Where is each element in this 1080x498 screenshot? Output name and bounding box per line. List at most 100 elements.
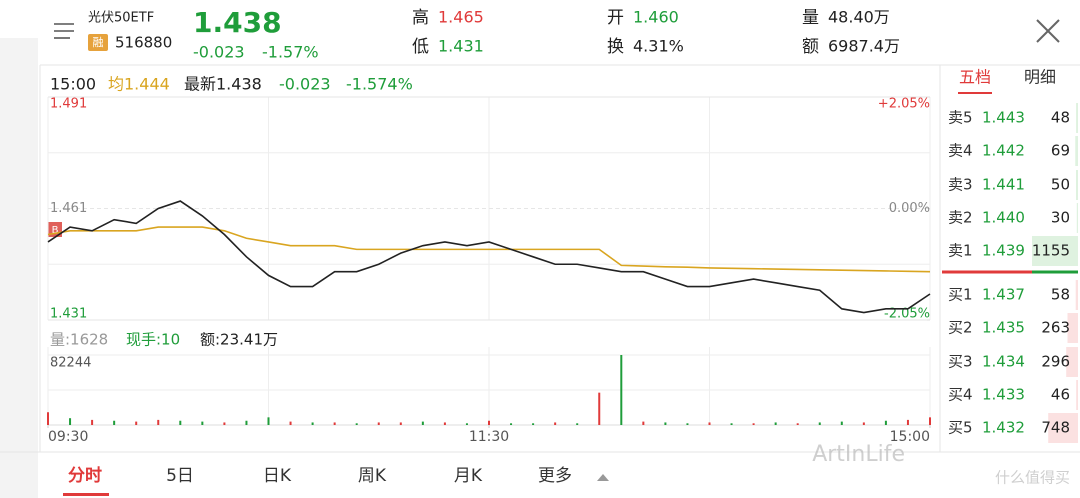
book-price: 1.443 [982,109,1025,127]
book-volume: 30 [1051,209,1070,227]
book-label: 卖4 [948,142,973,160]
hand-info: 现手:10 [126,331,180,349]
volume-bar [818,422,821,425]
book-volume: 1155 [1032,242,1070,260]
volume-bar [906,419,909,425]
y-tick-label: 1.461 [50,201,87,216]
stat-value: 4.31% [633,37,684,56]
stat-value: 1.465 [438,8,484,27]
volume-bar [443,422,446,425]
tag: 融 [93,36,104,49]
stat-label: 低 [412,37,429,57]
book-volume-bar [1076,380,1078,410]
volume-bar [752,423,755,425]
stock-name: 光伏50ETF [88,11,154,26]
volume-bar [686,423,689,425]
stat-label: 量 [802,8,819,28]
book-label: 买1 [948,286,973,304]
book-volume: 46 [1051,386,1070,404]
book-volume-bar [1032,236,1078,266]
book-price: 1.442 [982,142,1025,160]
y2-tick-label: +2.05% [878,97,930,112]
volume-bar [421,421,424,425]
volume-bar [774,422,777,425]
book-volume: 69 [1051,142,1070,160]
stat-label: 开 [607,8,624,28]
tab-underline [63,493,109,496]
book-price: 1.440 [982,209,1025,227]
volume-bar [620,355,623,425]
volume-bar [311,422,314,425]
tab[interactable]: 分时 [68,466,102,486]
book-volume-bar [1076,203,1078,233]
volume-bar [201,421,204,425]
book-price: 1.433 [982,386,1025,404]
book-volume: 48 [1051,109,1070,127]
volume-bar [465,423,468,425]
book-label: 卖5 [948,109,973,127]
menu-icon[interactable] [54,23,74,39]
book-label: 卖2 [948,209,973,227]
volume-bar [135,421,138,425]
volume-bar [245,420,248,425]
tab[interactable]: 周K [358,466,387,486]
stat-label: 额 [802,37,819,57]
book-tab[interactable]: 明细 [1024,68,1056,87]
book-tab-underline [958,92,992,94]
book-volume: 748 [1041,419,1070,437]
tab[interactable]: 月K [454,466,483,486]
tab[interactable]: 日K [263,466,292,486]
volume-bar [223,422,226,425]
info-latest: 最新1.438 [184,75,262,94]
book-label: 卖3 [948,176,973,194]
x-tick-label: 09:30 [48,429,88,445]
close-button[interactable] [1036,19,1060,43]
average-line [47,226,931,273]
book-volume-bar [1076,103,1078,133]
volume-bar [598,392,601,425]
book-volume: 58 [1051,286,1070,304]
book-tab[interactable]: 五档 [959,68,991,87]
volume-bar [862,422,865,425]
volume-bar [157,419,160,425]
stat-value: 1.460 [633,8,679,27]
volume-bar [377,422,380,425]
tab[interactable]: 5日 [166,466,194,486]
volume-bar [289,421,292,425]
volume-tick-label: 82244 [50,356,91,371]
price: 1.438 [193,6,282,39]
tab[interactable]: 更多 [538,466,572,486]
volume-bar [113,420,116,425]
y2-tick-label: 0.00% [889,201,930,216]
book-price: 1.434 [982,353,1025,371]
x-tick-label: 15:00 [890,429,930,445]
volume-bar [576,423,579,425]
book-label: 买2 [948,319,973,337]
book-label: 卖1 [948,242,973,260]
x-tick-label: 11:30 [469,429,509,445]
book-label: 买4 [948,386,973,404]
stat-value: 1.431 [438,37,484,56]
tag-box [88,34,108,51]
change: -0.023 [193,43,245,62]
book-volume-bar [1066,347,1078,377]
y-tick-label: 1.431 [50,307,87,322]
volume-bar [510,423,513,425]
volume-bar [333,422,336,425]
stat-value: 6987.4万 [828,37,900,56]
volume-bar [399,422,402,425]
book-volume-bar [1075,136,1078,166]
info-change-pct: -1.574% [346,75,413,94]
y-tick-label: 1.491 [50,97,87,112]
volume-bar [642,421,645,425]
book-price: 1.432 [982,419,1025,437]
stock-code: 516880 [115,34,172,52]
book-price: 1.435 [982,319,1025,337]
more-arrow[interactable] [597,474,609,481]
book-price: 1.437 [982,286,1025,304]
volume-bar [488,420,490,425]
volume-bar [69,418,72,425]
book-label: 买5 [948,419,973,437]
book-volume-bar [1067,313,1078,343]
